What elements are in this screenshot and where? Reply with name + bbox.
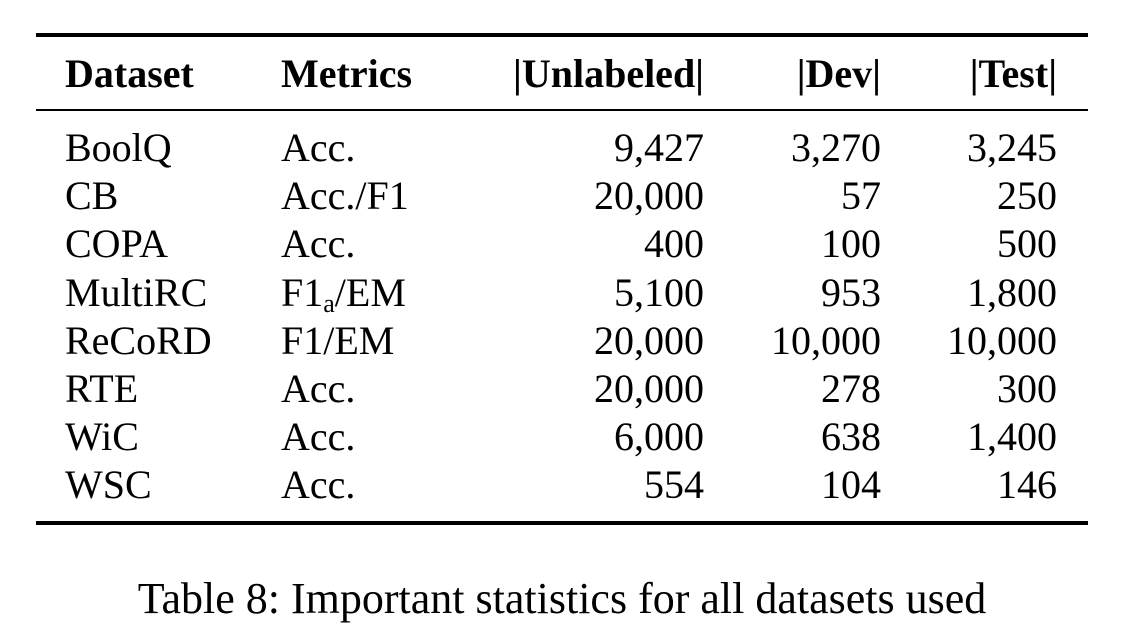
- cell-dev: 3,270: [791, 125, 881, 170]
- cell-dataset: CB: [65, 173, 119, 218]
- cell-metrics: Acc./F1: [281, 173, 409, 218]
- cell-dev: 953: [821, 270, 881, 315]
- cell-dev: 638: [821, 414, 881, 459]
- cell-unlabeled: 9,427: [614, 125, 704, 170]
- cell-unlabeled: 6,000: [614, 414, 704, 459]
- cell-test: 500: [997, 221, 1057, 266]
- cell-dataset: COPA: [65, 221, 169, 266]
- table-caption: Table 8: Important statistics for all da…: [137, 574, 987, 623]
- cell-metrics: F1/EM: [281, 318, 395, 363]
- cell-dev: 100: [821, 221, 881, 266]
- cell-dev: 104: [821, 462, 881, 507]
- cell-dataset: WiC: [65, 414, 139, 459]
- metric-main: F1: [281, 270, 324, 315]
- cell-test: 1,400: [967, 414, 1057, 459]
- cell-test: 300: [997, 366, 1057, 411]
- table-top-rule: [36, 33, 1088, 37]
- cell-unlabeled: 20,000: [594, 173, 704, 218]
- cell-unlabeled: 5,100: [614, 270, 704, 315]
- header-dataset: Dataset: [65, 51, 194, 96]
- cell-metrics: Acc.: [281, 462, 356, 507]
- cell-unlabeled: 20,000: [594, 318, 704, 363]
- cell-unlabeled: 20,000: [594, 366, 704, 411]
- cell-dev: 10,000: [771, 318, 881, 363]
- header-dev: |Dev|: [796, 51, 881, 96]
- table-header-rule: [36, 109, 1088, 111]
- cell-test: 1,800: [967, 270, 1057, 315]
- cell-metrics: F1a/EM: [281, 269, 406, 317]
- header-test: |Test|: [969, 51, 1057, 96]
- cell-unlabeled: 400: [644, 221, 704, 266]
- header-metrics: Metrics: [281, 51, 413, 96]
- cell-dataset: ReCoRD: [65, 318, 212, 363]
- cell-metrics: Acc.: [281, 414, 356, 459]
- metric-subscript: a: [323, 289, 335, 318]
- cell-dataset: RTE: [65, 366, 139, 411]
- cell-dev: 278: [821, 366, 881, 411]
- cell-test: 3,245: [967, 125, 1057, 170]
- cell-dataset: BoolQ: [65, 125, 172, 170]
- cell-dev: 57: [841, 173, 881, 218]
- cell-test: 146: [997, 462, 1057, 507]
- cell-dataset: WSC: [65, 462, 152, 507]
- cell-dataset: MultiRC: [65, 270, 208, 315]
- cell-test: 250: [997, 173, 1057, 218]
- cell-metrics: Acc.: [281, 221, 356, 266]
- metric-rest: /EM: [334, 270, 406, 315]
- cell-unlabeled: 554: [644, 462, 704, 507]
- cell-metrics: Acc.: [281, 125, 356, 170]
- table-bottom-rule: [36, 521, 1088, 525]
- header-unlabeled: |Unlabeled|: [513, 51, 704, 96]
- cell-test: 10,000: [947, 318, 1057, 363]
- cell-metrics: Acc.: [281, 366, 356, 411]
